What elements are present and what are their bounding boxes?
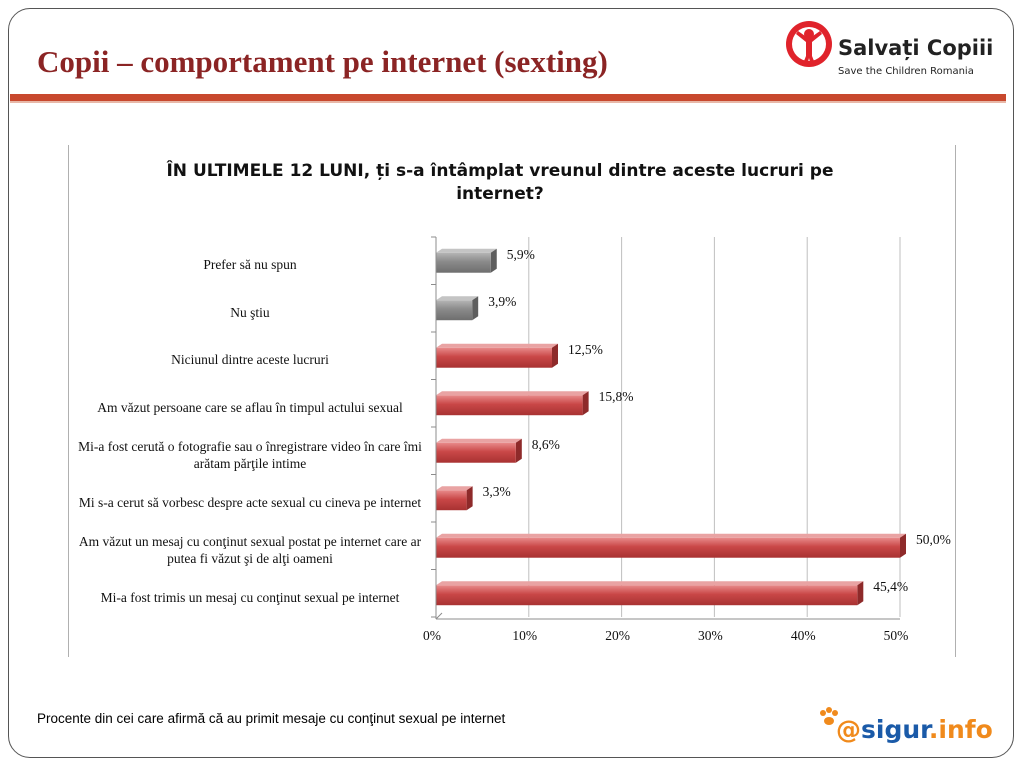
title-rule-shadow: [10, 101, 1006, 103]
x-tick-label: 50%: [883, 628, 909, 643]
sigur-info-wordmark: @sigur.info: [836, 715, 993, 744]
slide-title: Copii – comportament pe internet (sextin…: [37, 44, 608, 79]
salvati-copii-logo: Salvați Copiii Save the Children Romania: [784, 16, 994, 80]
category-label: Mi-a fost cerută o fotografie sau o înre…: [78, 438, 422, 471]
title-rule: [10, 94, 1006, 101]
category-label: Niciunul dintre aceste lucruri: [171, 352, 329, 368]
bar-value-label: 12,5%: [568, 341, 603, 357]
category-label: Mi s-a cerut să vorbesc despre acte sexu…: [78, 494, 422, 510]
bar-value-label: 45,4%: [873, 579, 909, 595]
paw-icon: [820, 707, 838, 725]
bar-value-label: 8,6%: [531, 436, 560, 452]
child-figure-icon: [786, 21, 832, 67]
sigur-info-logo: @sigur.info: [818, 706, 998, 756]
category-label: Nu ştiu: [230, 304, 270, 320]
bar-value-label: 15,8%: [598, 389, 634, 405]
bar-value-label: 3,9%: [488, 294, 517, 310]
bar-value-label: 50,0%: [916, 531, 951, 547]
salvati-copii-subtitle: Save the Children Romania: [838, 66, 974, 77]
chart-title: ÎN ULTIMELE 12 LUNI, ți s-a întâmplat vr…: [166, 161, 834, 204]
x-tick-label: 40%: [790, 628, 816, 643]
chart-area: [68, 145, 956, 657]
category-label: Am văzut persoane care se aflau în timpu…: [97, 399, 403, 415]
x-tick-label: 10%: [512, 628, 538, 643]
category-label: Am văzut un mesaj cu conţinut sexual pos…: [78, 533, 422, 566]
chart-left-border: [68, 145, 69, 657]
bar-value-label: 3,3%: [482, 484, 511, 500]
sigur-name: sigur: [861, 715, 929, 744]
salvati-copii-name: Salvați Copiii: [838, 36, 994, 60]
x-tick-label: 20%: [605, 628, 630, 643]
category-label: Mi-a fost trimis un mesaj cu conţinut se…: [100, 589, 400, 605]
footnote: Procente din cei care afirmă că au primi…: [37, 711, 506, 726]
sigur-suffix: .info: [928, 715, 993, 744]
sigur-at: @: [836, 715, 861, 744]
slide-frame: [8, 8, 1014, 758]
category-label: Prefer să nu spun: [203, 257, 297, 273]
x-tick-label: 0%: [423, 628, 441, 643]
x-tick-label: 30%: [698, 628, 723, 643]
bar-value-label: 5,9%: [506, 246, 535, 262]
chart-right-border: [955, 145, 956, 657]
